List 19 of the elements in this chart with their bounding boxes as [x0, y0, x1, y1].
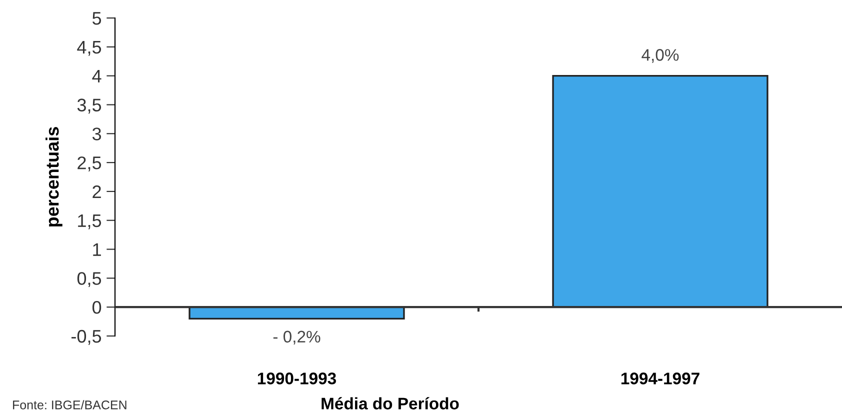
y-tick-label: 2,5 [78, 156, 102, 172]
y-tick-label: 3,5 [77, 98, 102, 114]
source-note: Fonte: IBGE/BACEN [13, 400, 126, 410]
y-tick-label: 3 [92, 128, 102, 140]
x-tick-label: 1994-1997 [621, 372, 700, 384]
y-tick-label: 2 [92, 185, 101, 198]
x-tick-label: 1990-1993 [258, 372, 336, 384]
y-tick-label: 0 [92, 301, 102, 314]
y-tick-label: 5 [92, 12, 102, 25]
y-tick-label: 4,5 [77, 41, 102, 56]
data-label: - 0,2% [273, 330, 320, 345]
y-tick-label: 4 [92, 70, 102, 82]
y-tick-label: -0,5 [72, 330, 102, 345]
data-label: 4,0% [642, 49, 679, 63]
y-tick-label: 0,5 [77, 272, 102, 288]
y-tick-label: 1,5 [78, 214, 102, 230]
x-axis-title: Média do Período [322, 397, 459, 410]
y-tick-label: 1 [93, 243, 101, 256]
y-axis-title: percentuais [46, 127, 62, 226]
